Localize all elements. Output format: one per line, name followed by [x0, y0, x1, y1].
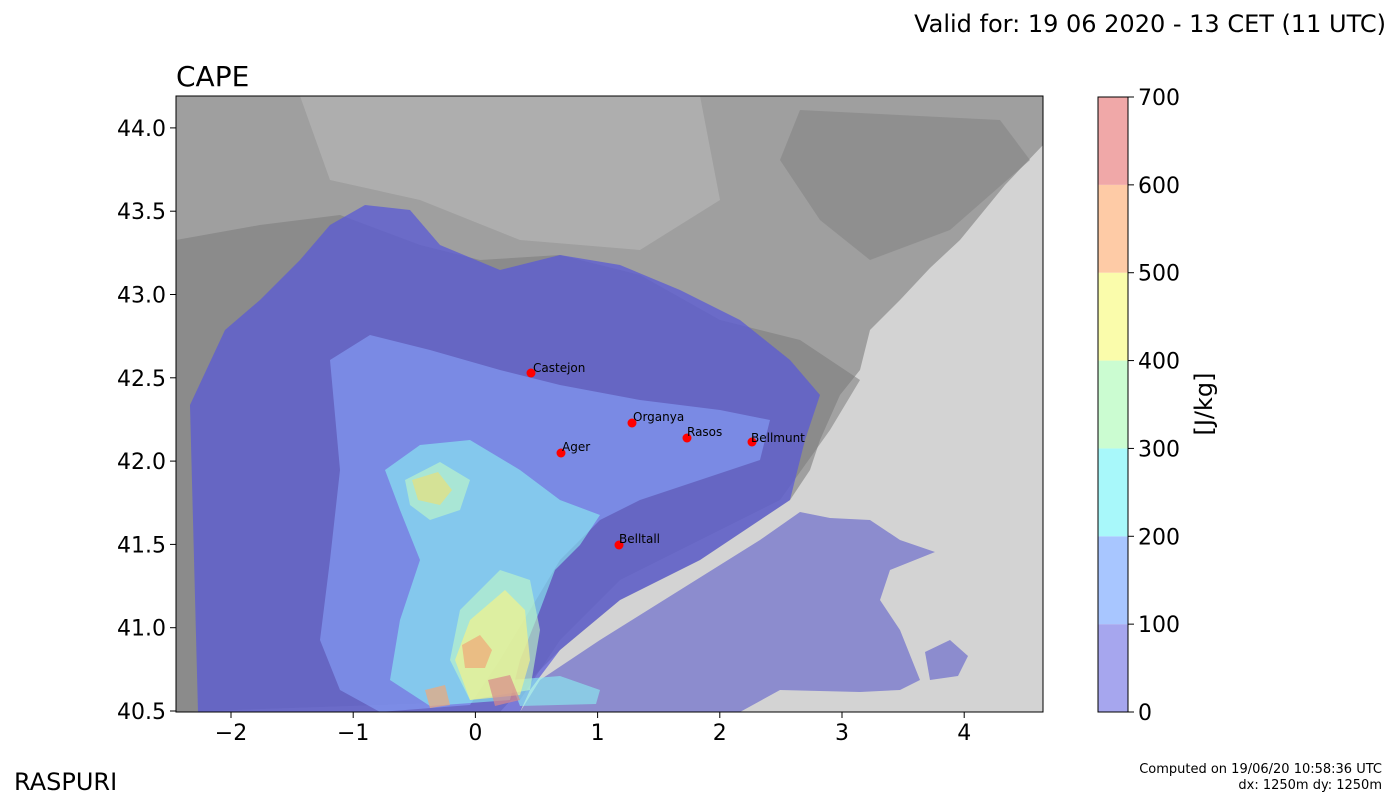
colorbar-frame [1097, 96, 1129, 713]
colorbar-segment [1098, 97, 1128, 185]
lon-tick-label: 4 [957, 721, 971, 746]
brand-label: RASPURI [14, 768, 118, 796]
label-organya: Organya [633, 410, 684, 424]
valid-time-label: Valid for: 19 06 2020 - 13 CET (11 UTC) [914, 10, 1386, 38]
cape-island [925, 640, 968, 680]
colorbar-tick-label: 300 [1138, 437, 1180, 462]
lon-tick-label: 1 [591, 721, 605, 746]
lon-tick-label: 2 [713, 721, 727, 746]
lon-tick-label: 0 [468, 721, 482, 746]
cape-level-0-100-sea [520, 512, 935, 712]
lon-tick-label: −2 [215, 721, 247, 746]
colorbar-tick-label: 500 [1138, 262, 1180, 287]
map-panel: Castejon Organya Rasos Bellmunt Ager Bel… [176, 96, 1043, 712]
lat-tick-label: 40.5 [117, 700, 166, 725]
lat-tick-label: 42.0 [117, 450, 166, 475]
colorbar-tick-label: 100 [1138, 613, 1180, 638]
lat-tick-label: 43.5 [117, 200, 166, 225]
label-belltall: Belltall [619, 532, 660, 546]
marker-castejon [526, 368, 536, 378]
colorbar-tick-label: 700 [1138, 86, 1180, 111]
colorbar-segment [1098, 448, 1128, 537]
cape-level-500-600-coast [425, 685, 450, 708]
latitude-axis: 40.5 41.0 41.5 42.0 42.5 43.0 43.5 44.0 [117, 117, 176, 725]
lon-tick-label: −1 [337, 721, 369, 746]
colorbar-tick-label: 200 [1138, 525, 1180, 550]
colorbar-segment [1098, 184, 1128, 273]
lat-tick-label: 43.0 [117, 284, 166, 309]
computed-info: Computed on 19/06/20 10:58:36 UTC dx: 12… [1139, 762, 1382, 794]
lat-tick-label: 42.5 [117, 367, 166, 392]
label-castejon: Castejon [533, 361, 585, 375]
marker-belltall [614, 540, 624, 550]
marker-organya [627, 418, 637, 428]
colorbar-label: [J/kg] [1190, 372, 1218, 435]
longitude-axis: −2 −1 0 1 2 3 4 [215, 712, 971, 746]
colorbar-segment [1098, 272, 1128, 361]
computed-time: Computed on 19/06/20 10:58:36 UTC [1139, 762, 1382, 777]
cape-level-600-700 [488, 675, 520, 706]
colorbar-segment [1098, 360, 1128, 449]
colorbar: 0 100 200 300 400 500 600 700 [1097, 86, 1180, 726]
label-ager: Ager [562, 440, 590, 454]
eastern-hills [780, 110, 1030, 260]
colorbar-segment [1098, 536, 1128, 625]
cape-level-200-300-coast [510, 676, 600, 706]
colorbar-tick-label: 400 [1138, 350, 1180, 375]
lon-tick-label: 3 [835, 721, 849, 746]
map-frame [175, 95, 1044, 713]
cape-level-400-500 [455, 590, 530, 700]
map-title: CAPE [176, 60, 250, 93]
marker-bellmunt [747, 437, 757, 447]
cape-level-400-500-west [412, 472, 452, 505]
place-markers [526, 368, 757, 550]
lat-tick-label: 41.5 [117, 533, 166, 558]
lat-tick-label: 41.0 [117, 617, 166, 642]
colorbar-segment [1098, 624, 1128, 712]
northern-hills [300, 96, 720, 250]
lat-tick-label: 44.0 [117, 117, 166, 142]
colorbar-tick-label: 0 [1138, 701, 1152, 726]
marker-ager [556, 448, 566, 458]
label-rasos: Rasos [687, 425, 722, 439]
colorbar-tick-label: 600 [1138, 174, 1180, 199]
cape-level-500-600 [462, 635, 492, 668]
grid-resolution: dx: 1250m dy: 1250m [1238, 778, 1382, 793]
marker-rasos [682, 433, 692, 443]
label-bellmunt: Bellmunt [751, 431, 805, 445]
